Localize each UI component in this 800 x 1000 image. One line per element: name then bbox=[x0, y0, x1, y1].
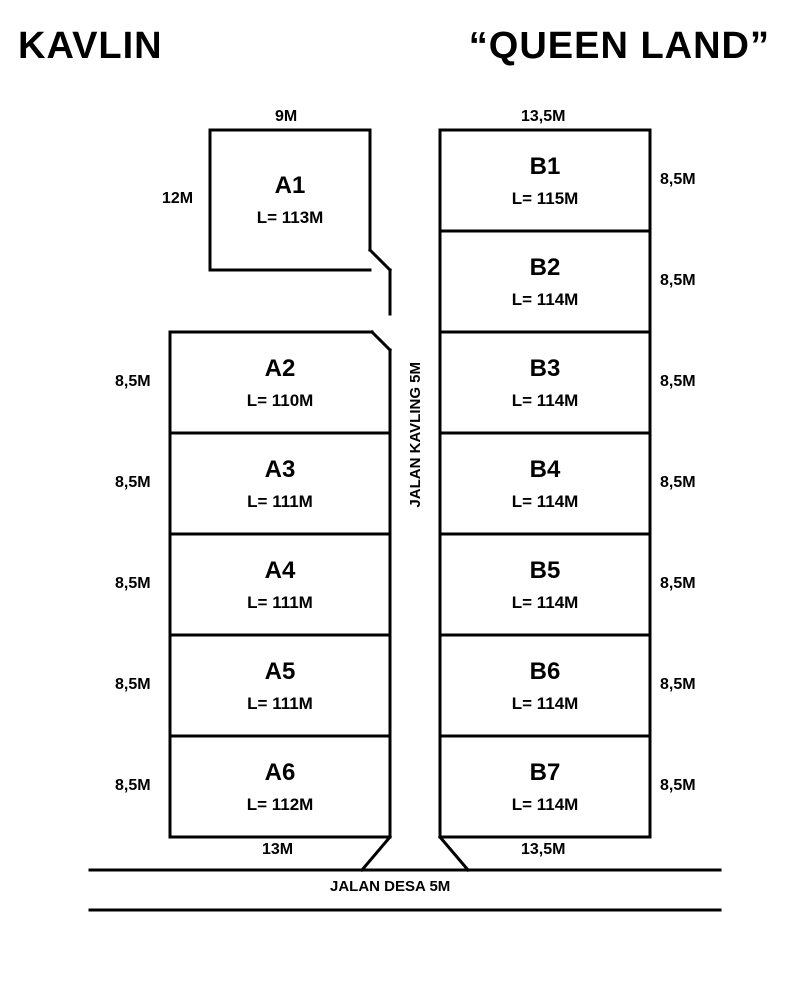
title-right: “QUEEN LAND” bbox=[469, 25, 770, 68]
dim-b3-right: 8,5M bbox=[660, 373, 696, 391]
plot-b7-id: B7 bbox=[530, 759, 561, 787]
plot-b4-id: B4 bbox=[530, 456, 561, 484]
dim-a1-left: 12M bbox=[162, 190, 193, 208]
plot-a2-area: L= 110M bbox=[247, 391, 314, 411]
plot-a4-area: L= 111M bbox=[247, 593, 313, 613]
plot-a3-area: L= 111M bbox=[247, 492, 313, 512]
site-plan-svg bbox=[0, 110, 800, 940]
road-vertical-label: JALAN KAVLING 5M bbox=[407, 362, 424, 508]
plot-b2: B2 L= 114M bbox=[440, 231, 650, 332]
plot-b5: B5 L= 114M bbox=[440, 534, 650, 635]
dim-a3-left: 8,5M bbox=[115, 474, 151, 492]
plot-b2-id: B2 bbox=[530, 254, 561, 282]
plot-a5: A5 L= 111M bbox=[170, 635, 390, 736]
plot-b5-id: B5 bbox=[530, 557, 561, 585]
plot-a6: A6 L= 112M bbox=[170, 736, 390, 837]
plot-b6: B6 L= 114M bbox=[440, 635, 650, 736]
dim-a6-left: 8,5M bbox=[115, 777, 151, 795]
dim-top-left: 9M bbox=[275, 108, 297, 126]
plot-b3-id: B3 bbox=[530, 355, 561, 383]
plot-a2: A2 L= 110M bbox=[170, 332, 390, 433]
plot-b7: B7 L= 114M bbox=[440, 736, 650, 837]
plot-b4-area: L= 114M bbox=[512, 492, 579, 512]
plot-b5-area: L= 114M bbox=[512, 593, 579, 613]
dim-bottom-right: 13,5M bbox=[521, 841, 565, 859]
plot-a1-area: L= 113M bbox=[257, 208, 324, 228]
plot-b2-area: L= 114M bbox=[512, 290, 579, 310]
plot-a2-id: A2 bbox=[265, 355, 296, 383]
plot-a4: A4 L= 111M bbox=[170, 534, 390, 635]
plot-b3-area: L= 114M bbox=[512, 391, 579, 411]
dim-a2-left: 8,5M bbox=[115, 373, 151, 391]
dim-b1-right: 8,5M bbox=[660, 171, 696, 189]
dim-b5-right: 8,5M bbox=[660, 575, 696, 593]
plot-a3-id: A3 bbox=[265, 456, 296, 484]
dim-b4-right: 8,5M bbox=[660, 474, 696, 492]
road-horizontal-label: JALAN DESA 5M bbox=[330, 878, 450, 895]
plot-a4-id: A4 bbox=[265, 557, 296, 585]
dim-bottom-left: 13M bbox=[262, 841, 293, 859]
plot-b1-area: L= 115M bbox=[512, 189, 579, 209]
plot-b6-area: L= 114M bbox=[512, 694, 579, 714]
plot-a6-id: A6 bbox=[265, 759, 296, 787]
plot-b6-id: B6 bbox=[530, 658, 561, 686]
dim-b7-right: 8,5M bbox=[660, 777, 696, 795]
plot-b4: B4 L= 114M bbox=[440, 433, 650, 534]
plot-b1-id: B1 bbox=[530, 153, 561, 181]
dim-a4-left: 8,5M bbox=[115, 575, 151, 593]
plot-a6-area: L= 112M bbox=[247, 795, 314, 815]
title-left: KAVLIN bbox=[18, 25, 163, 68]
plot-a1: A1 L= 113M bbox=[210, 130, 370, 270]
plot-b3: B3 L= 114M bbox=[440, 332, 650, 433]
dim-a5-left: 8,5M bbox=[115, 676, 151, 694]
plot-b7-area: L= 114M bbox=[512, 795, 579, 815]
plot-a1-id: A1 bbox=[275, 172, 306, 200]
dim-b6-right: 8,5M bbox=[660, 676, 696, 694]
plot-b1: B1 L= 115M bbox=[440, 130, 650, 231]
plot-a5-id: A5 bbox=[265, 658, 296, 686]
plot-a3: A3 L= 111M bbox=[170, 433, 390, 534]
plot-a5-area: L= 111M bbox=[247, 694, 313, 714]
dim-b2-right: 8,5M bbox=[660, 272, 696, 290]
dim-top-right: 13,5M bbox=[521, 108, 565, 126]
